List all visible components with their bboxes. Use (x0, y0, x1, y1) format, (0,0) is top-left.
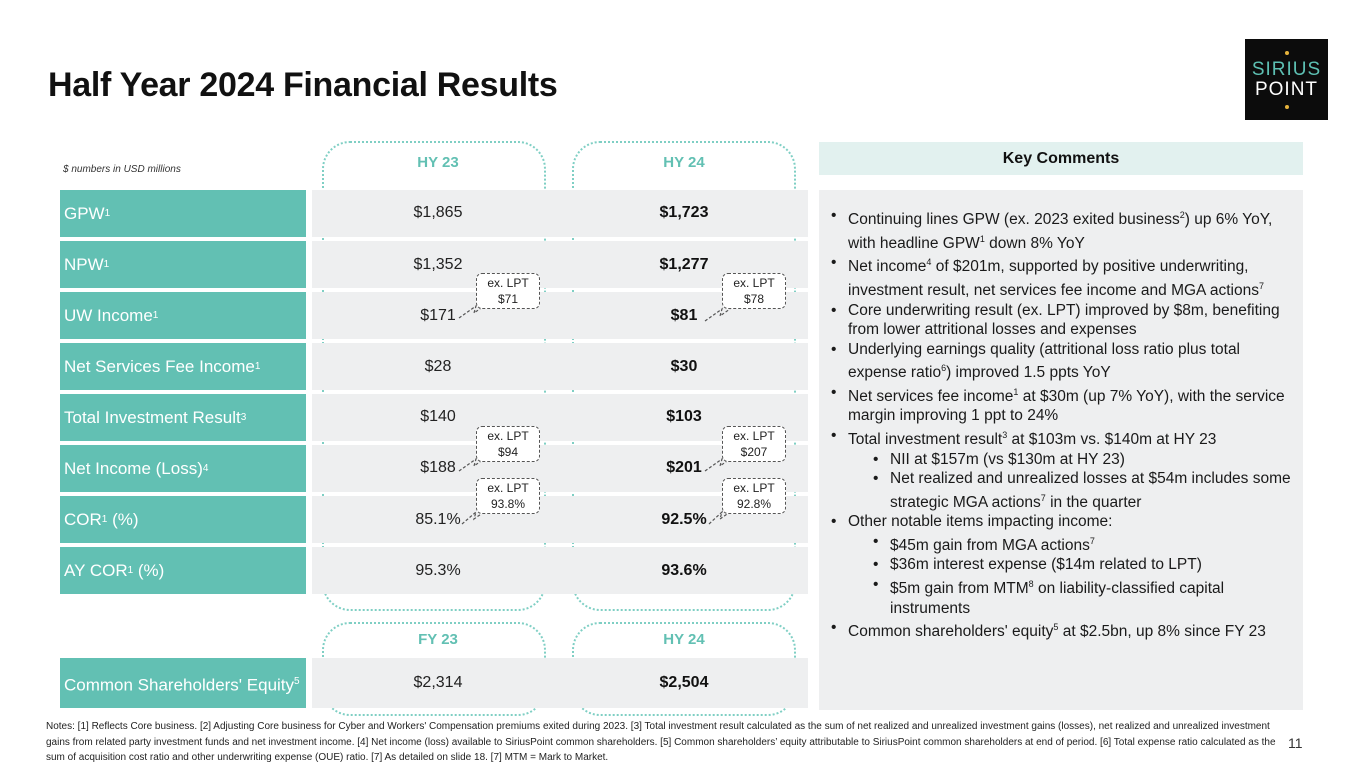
row-label-total-investment-result: Total Investment Result 3 (60, 394, 306, 441)
callout-line: ex. LPT (487, 481, 529, 495)
cell-hy23: $1,352 (413, 256, 463, 273)
callout-line: ex. LPT (487, 429, 529, 443)
comment-sub-bullet: $45m gain from MGA actions7 (829, 532, 1299, 556)
callout-value: $207 (740, 445, 768, 459)
callout-line: ex. LPT (733, 481, 775, 495)
callout-uw-income-hy23: ex. LPT $71 (476, 273, 540, 309)
callout-line: ex. LPT (487, 276, 529, 290)
logo-line-1: SIRIUS (1251, 58, 1322, 80)
cell-hy24: $2,504 (659, 674, 709, 691)
row-label-sup: 3 (240, 412, 247, 423)
comment-bullet: Other notable items impacting income: (829, 512, 1299, 532)
cell-hy23: $28 (424, 358, 452, 375)
comment-sub-bullet: $36m interest expense ($14m related to L… (829, 555, 1299, 575)
cell-hy24: $1,277 (659, 256, 709, 273)
row-label-suffix: (%) (107, 509, 139, 529)
cell-hy23: 95.3% (415, 562, 461, 579)
cell-fy23: $2,314 (413, 674, 463, 691)
siriuspoint-logo: SIRIUS POINT (1245, 39, 1328, 120)
row-label-net-services-fee-income: Net Services Fee Income 1 (60, 343, 306, 390)
callout-cor-hy24: ex. LPT 92.8% (722, 478, 786, 514)
row-label-ay-cor: AY COR 1 (%) (60, 547, 306, 594)
comment-bullet: Continuing lines GPW (ex. 2023 exited bu… (829, 206, 1299, 253)
cell-hy24: 93.6% (661, 562, 707, 579)
column-header-hy24: HY 24 (663, 154, 705, 171)
page-title: Half Year 2024 Financial Results (48, 66, 558, 104)
row-bg (312, 190, 808, 237)
row-label-text: UW Income (64, 305, 153, 325)
row-label-sup: 1 (254, 361, 261, 372)
callout-net-income-hy23: ex. LPT $94 (476, 426, 540, 462)
callout-value: 93.8% (490, 497, 526, 511)
cell-hy24: 92.5% (661, 511, 707, 528)
row-label-text: GPW (64, 203, 105, 223)
cell-hy24: $1,723 (659, 204, 709, 221)
row-label-sup: 1 (152, 310, 159, 321)
key-comments-list: Continuing lines GPW (ex. 2023 exited bu… (829, 206, 1299, 642)
callout-value: 92.8% (736, 497, 772, 511)
row-label-cor: COR 1 (%) (60, 496, 306, 543)
comment-bullet: Total investment result3 at $103m vs. $1… (829, 426, 1299, 450)
callout-uw-income-hy24: ex. LPT $78 (722, 273, 786, 309)
row-label-text: AY COR (64, 560, 128, 580)
row-label-text: COR (64, 509, 102, 529)
comment-bullet: Common shareholders' equity5 at $2.5bn, … (829, 618, 1299, 642)
cell-hy24: $81 (670, 307, 698, 324)
comment-sub-bullet: Net realized and unrealized losses at $5… (829, 469, 1299, 512)
cell-hy23: $140 (420, 408, 456, 425)
row-label-sup: 5 (294, 675, 300, 687)
page-number: 11 (1288, 735, 1303, 751)
callout-line: ex. LPT (733, 276, 775, 290)
comment-bullet: Core underwriting result (ex. LPT) impro… (829, 301, 1299, 340)
row-label-sup: 1 (127, 565, 134, 576)
cell-hy23: $171 (420, 307, 456, 324)
comment-bullet: Net services fee income1 at $30m (up 7% … (829, 383, 1299, 426)
column-header-fy23: FY 23 (418, 631, 458, 648)
row-label-common-shareholders-equity: Common Shareholders' Equity5 (60, 658, 306, 708)
row-label-text: Total Investment Result (64, 407, 241, 427)
column-header-hy24-bottom: HY 24 (663, 631, 705, 648)
comment-bullet: Underlying earnings quality (attritional… (829, 340, 1299, 383)
row-label-sup: 1 (104, 208, 111, 219)
row-label-text: NPW (64, 254, 104, 274)
row-label-net-income: Net Income (Loss) 4 (60, 445, 306, 492)
row-bg (312, 658, 808, 708)
row-label-sup: 4 (202, 463, 209, 474)
callout-net-income-hy24: ex. LPT $207 (722, 426, 786, 462)
comment-bullet: Net income4 of $201m, supported by posit… (829, 253, 1299, 300)
comment-sub-bullet: NII at $157m (vs $130m at HY 23) (829, 450, 1299, 470)
row-bg (312, 547, 808, 594)
row-label-sup: 1 (101, 514, 108, 525)
cell-hy24: $30 (670, 358, 698, 375)
callout-value: $78 (743, 292, 765, 306)
cell-hy23: $188 (420, 459, 456, 476)
footnotes: Notes: [1] Reflects Core business. [2] A… (46, 721, 1276, 763)
callout-cor-hy23: ex. LPT 93.8% (476, 478, 540, 514)
column-header-hy23: HY 23 (417, 154, 459, 171)
cell-hy24: $201 (666, 459, 702, 476)
row-label-text: Net Services Fee Income (64, 356, 255, 376)
comment-sub-bullet: $5m gain from MTM8 on liability-classifi… (829, 575, 1299, 618)
cell-hy23: $1,865 (413, 204, 463, 221)
row-label-text: Net Income (Loss) (64, 458, 203, 478)
units-note: $ numbers in USD millions (63, 164, 181, 175)
logo-star-icon-bottom (1285, 105, 1289, 109)
row-bg (312, 343, 808, 390)
logo-star-icon (1285, 51, 1289, 55)
row-label-suffix: (%) (133, 560, 165, 580)
callout-line: ex. LPT (733, 429, 775, 443)
logo-line-2: POINT (1254, 78, 1319, 100)
cell-hy24: $103 (666, 408, 702, 425)
callout-value: $94 (497, 445, 519, 459)
row-label-uw-income: UW Income 1 (60, 292, 306, 339)
key-comments-heading: Key Comments (819, 142, 1303, 175)
row-label-gpw: GPW 1 (60, 190, 306, 237)
cell-hy23: 85.1% (415, 511, 461, 528)
row-label-text: Common Shareholders' Equity (64, 675, 295, 695)
row-label-sup: 1 (103, 259, 110, 270)
callout-value: $71 (497, 292, 519, 306)
row-label-npw: NPW 1 (60, 241, 306, 288)
